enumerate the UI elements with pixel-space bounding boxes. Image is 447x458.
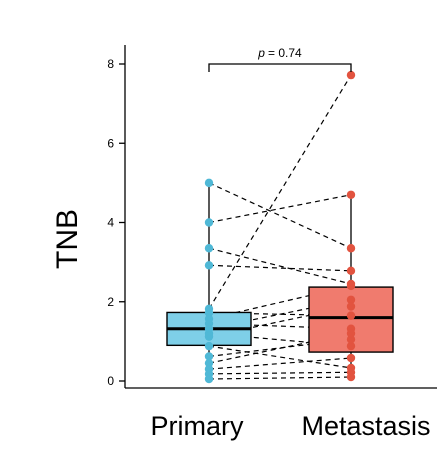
primary-point: [204, 332, 214, 341]
metastasis-point: [346, 302, 356, 311]
y-axis-title: TNB: [51, 209, 84, 269]
metastasis-point: [346, 341, 356, 351]
pair-line: [208, 247, 352, 285]
primary-point: [204, 374, 214, 384]
primary-point: [204, 358, 214, 368]
primary-point: [204, 352, 214, 361]
p-value-annotation: p = 0.74: [208, 46, 352, 72]
boxes: [166, 182, 394, 380]
primary-point: [204, 244, 214, 253]
metastasis-point: [346, 311, 356, 320]
primary-point: [204, 261, 214, 270]
y-tick-label: 6: [107, 136, 114, 150]
primary-point: [204, 341, 214, 351]
metastasis-point: [346, 244, 356, 253]
pair-line: [208, 371, 352, 375]
category-label-metastasis: Metastasis: [301, 411, 430, 441]
y-tick-label: 2: [107, 295, 114, 309]
p-value-label: p = 0.74: [257, 46, 302, 60]
metastasis-point: [346, 266, 356, 276]
primary-point: [204, 178, 214, 188]
primary-point: [204, 218, 214, 227]
y-tick-label: 4: [107, 216, 114, 230]
metastasis-point: [346, 372, 356, 382]
axes: [124, 45, 437, 389]
significance-bracket: [208, 63, 352, 72]
metastasis-point: [346, 353, 356, 363]
metastasis-point: [346, 335, 356, 344]
category-label-primary: Primary: [151, 411, 244, 441]
pair-line: [208, 376, 352, 380]
pair-line: [208, 74, 352, 310]
metastasis-point: [346, 329, 356, 338]
metastasis-point: [346, 190, 356, 199]
pair-line: [208, 345, 352, 369]
y-ticks: 0 2 4 6 8: [107, 57, 125, 388]
metastasis-point: [346, 70, 356, 80]
data-points: [204, 70, 356, 384]
x-category-labels: Primary Metastasis: [151, 411, 431, 441]
metastasis-point: [346, 281, 356, 291]
primary-point: [204, 308, 214, 318]
pair-line: [208, 357, 352, 370]
metastasis-point: [346, 295, 356, 304]
y-tick-label: 0: [107, 374, 114, 388]
pair-line: [208, 264, 352, 272]
pair-line: [208, 182, 352, 249]
pair-line: [208, 194, 352, 224]
y-tick-label: 8: [107, 57, 114, 71]
